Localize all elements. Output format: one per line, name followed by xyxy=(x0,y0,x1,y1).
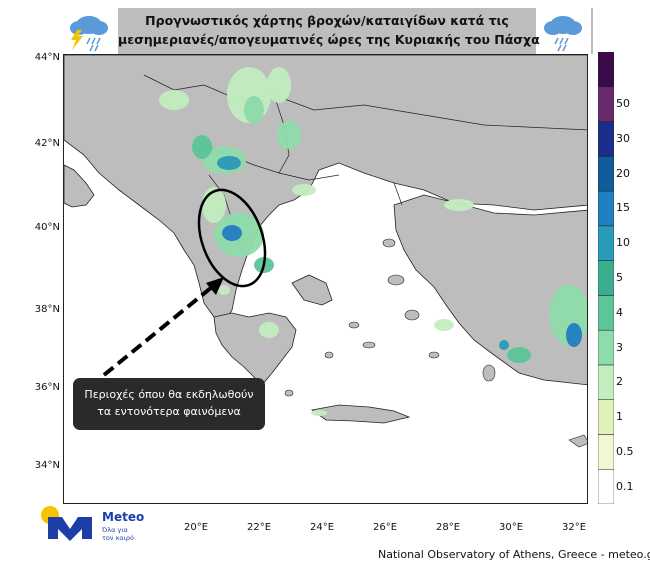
colorbar-segment xyxy=(598,260,614,296)
title-line-1: Προγνωστικός χάρτης βροχών/καταιγίδων κα… xyxy=(145,13,509,28)
lon-label-24: 24°E xyxy=(309,522,335,533)
colorbar-label: 3 xyxy=(616,340,623,354)
colorbar-label: 20 xyxy=(616,166,630,180)
lat-label-44: 44°N xyxy=(34,52,60,63)
colorbar-label: 15 xyxy=(616,201,630,215)
storm-cloud-icon xyxy=(63,8,118,54)
colorbar-label: 50 xyxy=(616,97,630,111)
lon-label-22: 22°E xyxy=(246,522,272,533)
colorbar-label: 30 xyxy=(616,131,630,145)
callout-arrow xyxy=(102,285,214,377)
lon-label-30: 30°E xyxy=(498,522,524,533)
colorbar-label: 10 xyxy=(616,236,630,250)
lon-label-32: 32°E xyxy=(561,522,587,533)
colorbar-label: 5 xyxy=(616,271,623,284)
callout-line-2: τα εντονότερα φαινόμενα xyxy=(97,405,241,418)
title-box xyxy=(63,8,593,54)
colorbar-segment xyxy=(598,295,614,331)
colorbar-segment xyxy=(598,329,614,366)
colorbar-segment xyxy=(598,434,614,470)
colorbar-segment xyxy=(598,225,614,261)
logo-name: Meteo xyxy=(102,510,145,524)
credit-text: National Observatory of Athens, Greece -… xyxy=(378,548,650,561)
rain-patches xyxy=(159,67,587,416)
colorbar-segment xyxy=(598,121,614,157)
colorbar-label: 1 xyxy=(616,410,623,424)
highlight-ellipse xyxy=(197,188,267,288)
colorbar xyxy=(598,52,614,504)
meteo-logo-icon xyxy=(41,506,92,541)
lat-label-38: 38°N xyxy=(34,304,60,315)
land-balkans xyxy=(64,55,587,321)
colorbar-segment xyxy=(598,364,614,400)
callout-line-1: Περιοχές όπου θα εκδηλωθούν xyxy=(84,388,254,401)
lat-label-42: 42°N xyxy=(34,138,60,149)
lat-label-40: 40°N xyxy=(34,222,60,233)
colorbar-segment xyxy=(598,156,614,192)
rain-cloud-icon xyxy=(536,8,591,54)
lon-label-28: 28°E xyxy=(435,522,461,533)
land-italy-heel xyxy=(64,164,95,208)
logo-tagline: Όλα για τον καιρό xyxy=(102,526,134,542)
colorbar-label: 0.1 xyxy=(616,479,634,493)
land-evia xyxy=(291,274,333,306)
colorbar-segment xyxy=(598,86,614,122)
lat-label-34: 34°N xyxy=(34,460,60,471)
colorbar-segment xyxy=(598,468,614,504)
title-line-2: μεσημεριανές/απογευματινές ώρες της Κυρι… xyxy=(118,32,540,47)
lon-label-20: 20°E xyxy=(183,522,209,533)
colorbar-label: 2 xyxy=(616,375,623,389)
callout-box: Περιοχές όπου θα εκδηλωθούν τα εντονότερ… xyxy=(73,378,265,430)
colorbar-label: 4 xyxy=(616,305,623,319)
logo-tagline-1: Όλα για xyxy=(102,526,128,534)
land-crete xyxy=(311,404,411,424)
land-turkey xyxy=(393,194,587,386)
colorbar-label: 0.5 xyxy=(616,444,634,458)
colorbar-segment xyxy=(598,399,614,435)
logo-tagline-2: τον καιρό xyxy=(102,534,135,542)
colorbar-segment xyxy=(598,190,614,227)
map-area xyxy=(63,54,588,504)
lat-label-36: 36°N xyxy=(34,382,60,393)
lon-label-26: 26°E xyxy=(372,522,398,533)
colorbar-segment xyxy=(598,52,614,88)
